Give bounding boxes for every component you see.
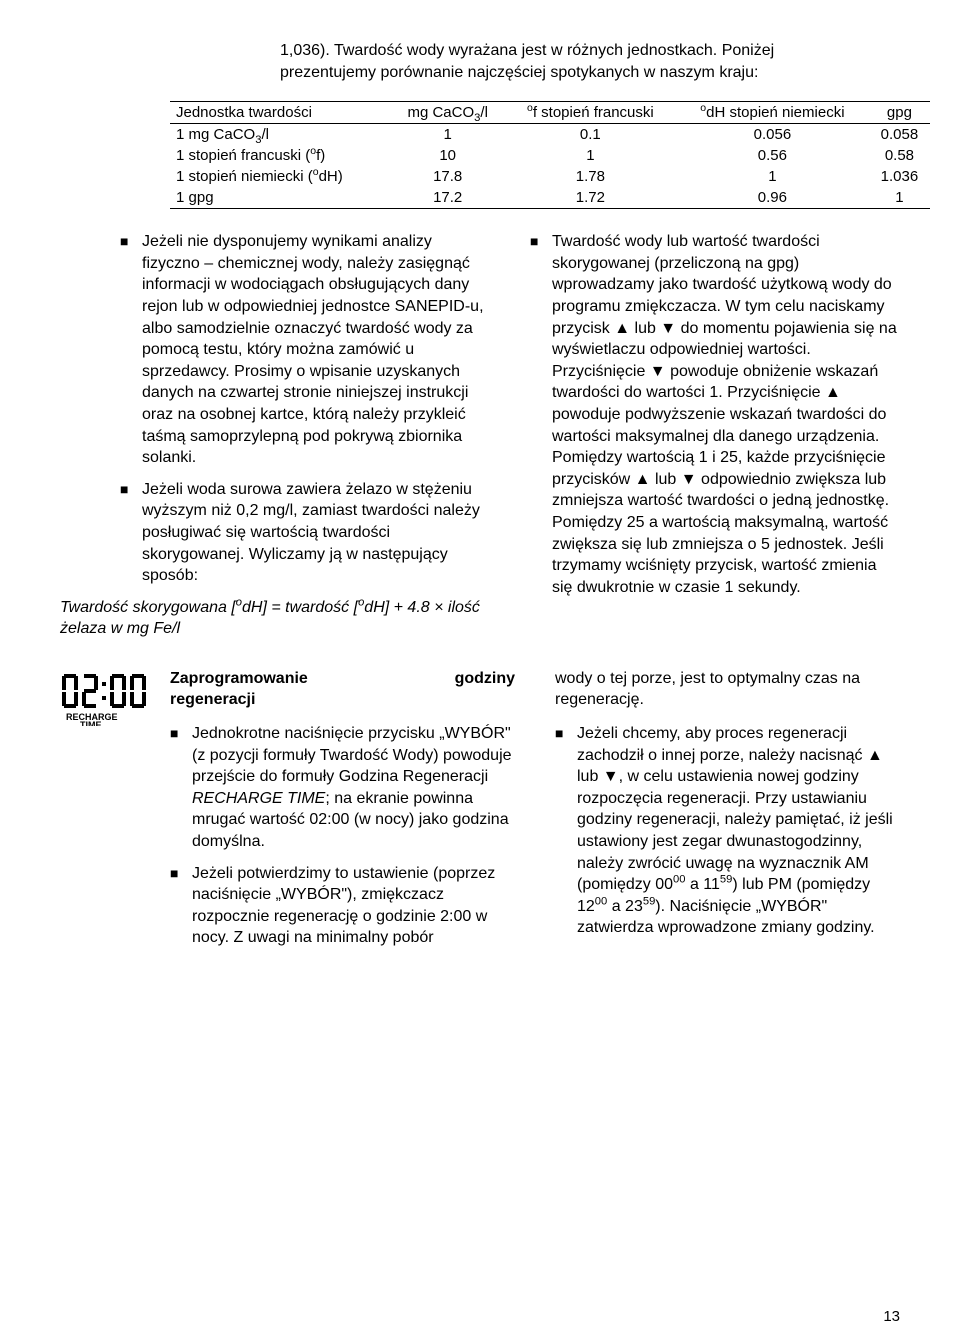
table-cell: 0.58	[869, 145, 930, 166]
recharge-time-icon: RECHARGE TIME	[60, 672, 150, 731]
formula-text: Twardość skorygowana [odH] = twardość [o…	[60, 597, 490, 640]
table-cell: 1	[505, 145, 676, 166]
section2-title-left: Zaprogramowanie	[170, 668, 308, 690]
table-cell: 1	[676, 166, 869, 187]
section2-title-right-word: godziny	[455, 668, 515, 690]
th-gpg: gpg	[869, 102, 930, 124]
bullet-marker-icon: ■	[170, 723, 192, 853]
bullet-text: Twardość wody lub wartość twardości skor…	[552, 231, 900, 598]
page: 1,036). Twardość wody wyrażana jest w ró…	[0, 0, 960, 1341]
table-cell: 0.1	[505, 124, 676, 146]
page-number: 13	[883, 1308, 900, 1325]
bullet-marker-icon: ■	[170, 863, 192, 949]
left-column: ■ Jeżeli nie dysponujemy wynikami analiz…	[120, 231, 490, 640]
section2-right-column: wody o tej porze, jest to optymalny czas…	[555, 668, 900, 959]
bullet-marker-icon: ■	[555, 723, 577, 939]
table-cell: 1.036	[869, 166, 930, 187]
table-cell: 1 stopień francuski (of)	[170, 145, 391, 166]
bullet-marker-icon: ■	[120, 479, 142, 587]
th-caco3: mg CaCO3/l	[391, 102, 505, 124]
icon-column: RECHARGE TIME	[60, 668, 170, 959]
table-cell: 1.78	[505, 166, 676, 187]
section-recharge-time: RECHARGE TIME Zaprogramowanie godziny re…	[60, 668, 900, 959]
bullet-marker-icon: ■	[120, 231, 142, 469]
two-column-block: ■ Jeżeli nie dysponujemy wynikami analiz…	[60, 231, 900, 640]
table-cell: 0.056	[676, 124, 869, 146]
th-unit: Jednostka twardości	[170, 102, 391, 124]
bullet-text: Jeżeli chcemy, aby proces regeneracji za…	[577, 723, 900, 939]
table-cell: 1 gpg	[170, 187, 391, 209]
table-cell: 17.8	[391, 166, 505, 187]
table-cell: 0.96	[676, 187, 869, 209]
table-cell: 1	[391, 124, 505, 146]
table-cell: 1.72	[505, 187, 676, 209]
bullet-item: ■ Jednokrotne naciśnięcie przycisku „WYB…	[170, 723, 515, 853]
bullet-marker-icon: ■	[530, 231, 552, 598]
table-cell: 0.058	[869, 124, 930, 146]
th-of: of stopień francuski	[505, 102, 676, 124]
table-cell: 1 mg CaCO3/l	[170, 124, 391, 146]
bullet-item: ■ Jeżeli nie dysponujemy wynikami analiz…	[120, 231, 490, 469]
bullet-text: Jeżeli woda surowa zawiera żelazo w stęż…	[142, 479, 490, 587]
bullet-text: Jeżeli potwierdzimy to ustawienie (poprz…	[192, 863, 515, 949]
bullet-item: ■ Jeżeli potwierdzimy to ustawienie (pop…	[170, 863, 515, 949]
hardness-table: Jednostka twardości mg CaCO3/l of stopie…	[170, 101, 930, 209]
bullet-text: Jednokrotne naciśnięcie przycisku „WYBÓR…	[192, 723, 515, 853]
th-odh: odH stopień niemiecki	[676, 102, 869, 124]
bullet-item: ■ Twardość wody lub wartość twardości sk…	[530, 231, 900, 598]
table-cell: 1 stopień niemiecki (odH)	[170, 166, 391, 187]
section2-right-top: wody o tej porze, jest to optymalny czas…	[555, 668, 900, 711]
table-cell: 10	[391, 145, 505, 166]
section2-title-line2: regeneracji	[170, 689, 515, 711]
bullet-text: Jeżeli nie dysponujemy wynikami analizy …	[142, 231, 490, 469]
section2-columns: Zaprogramowanie godziny regeneracji ■ Je…	[170, 668, 900, 959]
bullet-item: ■ Jeżeli chcemy, aby proces regeneracji …	[555, 723, 900, 939]
table-cell: 1	[869, 187, 930, 209]
bullet-item: ■ Jeżeli woda surowa zawiera żelazo w st…	[120, 479, 490, 587]
table-cell: 0.56	[676, 145, 869, 166]
table-cell: 17.2	[391, 187, 505, 209]
intro-text: 1,036). Twardość wody wyrażana jest w ró…	[280, 40, 790, 83]
svg-text:TIME: TIME	[80, 720, 102, 726]
section2-left-column: Zaprogramowanie godziny regeneracji ■ Je…	[170, 668, 515, 959]
section2-title: Zaprogramowanie godziny	[170, 668, 515, 690]
right-column: ■ Twardość wody lub wartość twardości sk…	[530, 231, 900, 640]
